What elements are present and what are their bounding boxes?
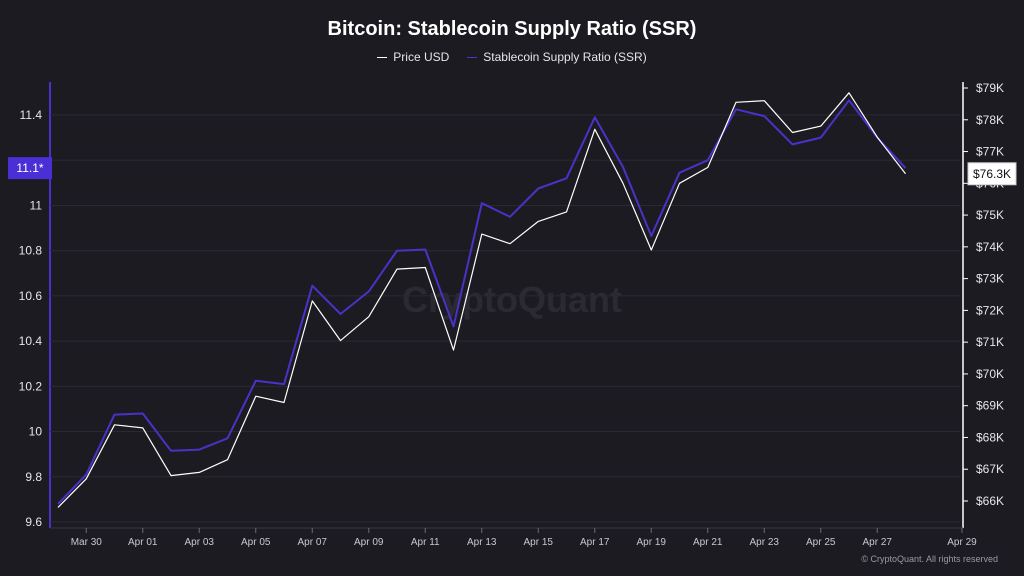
- series-line-price: [57, 92, 906, 508]
- x-tick-label: Apr 27: [863, 537, 893, 548]
- legend-item-ssr[interactable]: Stablecoin Supply Ratio (SSR): [467, 50, 647, 64]
- x-tick-label: Apr 01: [128, 537, 158, 548]
- y-left-tick-label: 10.2: [19, 379, 43, 393]
- current-price-badge: [967, 162, 1017, 186]
- copyright-text: © CryptoQuant. All rights reserved: [861, 554, 998, 564]
- y-left-tick-label: 9.8: [25, 470, 42, 484]
- y-right-tick-label: $73K: [976, 272, 1004, 286]
- x-tick-label: Apr 21: [693, 537, 723, 548]
- legend-swatch-price: [377, 56, 388, 58]
- x-tick-label: Apr 29: [947, 537, 977, 548]
- y-left-tick-label: 9.6: [25, 515, 42, 529]
- series-line-ssr: [57, 99, 907, 505]
- y-left-tick-label: 10.8: [19, 244, 43, 258]
- x-tick-label: Apr 09: [354, 537, 384, 548]
- current-ssr-badge-label: 11.1*: [16, 161, 43, 175]
- legend-label-ssr: Stablecoin Supply Ratio (SSR): [483, 50, 647, 64]
- y-right-tick-label: $67K: [976, 462, 1004, 476]
- y-left-tick-label: 10: [29, 425, 43, 439]
- legend-label-price: Price USD: [393, 50, 450, 64]
- y-right-tick-label: $71K: [976, 335, 1004, 349]
- y-right-tick-label: $77K: [976, 145, 1004, 159]
- legend-item-price[interactable]: Price USD: [377, 50, 449, 64]
- x-tick-label: Apr 25: [806, 537, 836, 548]
- y-right-tick-label: $74K: [976, 240, 1004, 254]
- x-tick-label: Apr 05: [241, 537, 271, 548]
- legend: Price USD Stablecoin Supply Ratio (SSR): [0, 50, 1024, 64]
- watermark: CryptoQuant: [402, 279, 622, 320]
- x-tick-label: Apr 07: [298, 537, 328, 548]
- x-tick-label: Apr 13: [467, 537, 497, 548]
- x-tick-label: Apr 23: [750, 537, 780, 548]
- y-right-tick-label: $75K: [976, 208, 1004, 222]
- x-tick-label: Apr 19: [637, 537, 667, 548]
- y-left-tick-label: 10.6: [19, 289, 43, 303]
- x-tick-label: Apr 15: [524, 537, 554, 548]
- y-left-tick-label: 10.4: [19, 334, 43, 348]
- y-right-tick-label: $72K: [976, 303, 1004, 317]
- current-price-badge-label: $76.3K: [973, 167, 1011, 181]
- current-ssr-badge: [8, 157, 52, 180]
- y-right-tick-label: $66K: [976, 494, 1004, 508]
- y-left-tick-label: 11: [30, 198, 43, 212]
- x-tick-label: Apr 03: [185, 537, 215, 548]
- chart-title: Bitcoin: Stablecoin Supply Ratio (SSR): [327, 18, 697, 40]
- y-right-tick-label: $68K: [976, 430, 1004, 444]
- y-right-tick-label: $70K: [976, 367, 1004, 381]
- y-right-tick-label: $79K: [976, 81, 1004, 95]
- y-right-tick-label: $78K: [976, 113, 1004, 127]
- y-right-tick-label: $69K: [976, 399, 1004, 413]
- x-tick-label: Mar 30: [71, 537, 103, 548]
- y-left-tick-label: 11.4: [20, 108, 43, 122]
- x-tick-label: Apr 17: [580, 537, 610, 548]
- legend-swatch-ssr: [467, 56, 478, 58]
- x-tick-label: Apr 11: [411, 537, 440, 548]
